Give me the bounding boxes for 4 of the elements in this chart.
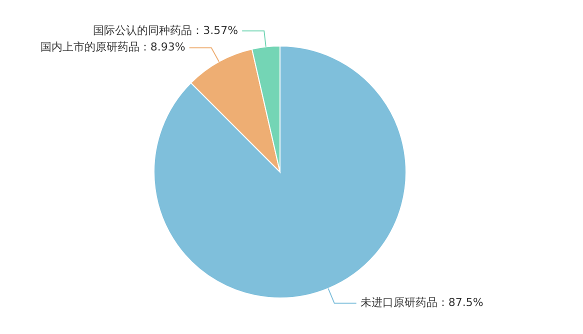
slice-label: 未进口原研药品：87.5% — [360, 296, 484, 310]
pie-slice — [190, 48, 280, 172]
slice-label: 国内上市的原研药品：8.93% — [40, 40, 186, 54]
slice-label: 国际公认的同种药品：3.57% — [93, 24, 238, 37]
